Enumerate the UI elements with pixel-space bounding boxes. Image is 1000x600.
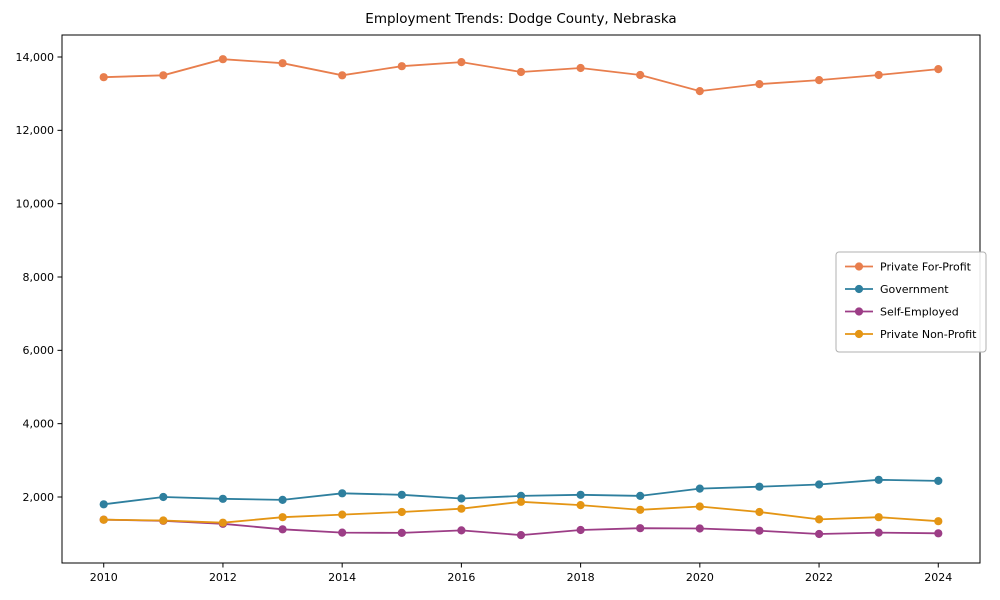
series-marker [338, 489, 347, 498]
series-marker [576, 525, 585, 535]
series-marker [516, 531, 526, 540]
y-tick-label: 4,000 [23, 417, 55, 430]
y-tick-label: 8,000 [23, 271, 55, 284]
series-marker [874, 475, 883, 484]
plot-area: 2,000 4,000 6,000 8,000 10,000 12,000 14,000 20… [16, 34, 981, 584]
series-marker [636, 524, 645, 533]
series-marker [278, 59, 287, 68]
legend-label: Government [880, 283, 949, 296]
series-marker [815, 76, 824, 85]
series-marker [338, 528, 347, 537]
series-marker [159, 492, 168, 502]
x-tick-label: 2014 [328, 571, 356, 584]
series-marker [457, 504, 466, 513]
series-marker [159, 71, 168, 80]
series-marker [934, 529, 943, 538]
series-marker [99, 515, 108, 524]
series-marker [874, 513, 883, 522]
series-marker [755, 80, 764, 89]
series-marker [397, 528, 406, 538]
x-tick-label: 2016 [447, 571, 475, 584]
x-tick-label: 2020 [686, 571, 714, 584]
series-marker [695, 484, 704, 493]
series-marker [934, 517, 943, 526]
y-tick-label: 14,000 [16, 51, 55, 64]
series-marker [397, 490, 406, 499]
series-marker [636, 491, 645, 500]
series-marker [218, 494, 227, 503]
legend-label: Self-Employed [880, 305, 959, 318]
series-marker [695, 502, 704, 511]
series-marker [755, 526, 764, 535]
series-marker [338, 71, 347, 80]
series-marker [516, 491, 526, 500]
legend-marker-sample [854, 262, 864, 271]
series-marker [516, 67, 526, 77]
series-marker [338, 510, 347, 519]
series-marker [874, 528, 883, 537]
series-marker [99, 500, 108, 509]
series-marker [397, 62, 406, 71]
series-marker [695, 524, 704, 533]
legend-marker-sample [854, 329, 864, 339]
x-tick-label: 2022 [805, 571, 833, 584]
series-marker [516, 497, 526, 506]
series-marker [636, 505, 645, 514]
legend: Private For-Profit Government Self-Employe… [835, 251, 987, 353]
series-marker [755, 482, 764, 491]
series-marker [218, 518, 227, 527]
series-marker [815, 480, 824, 489]
x-tick-label: 2018 [567, 571, 595, 584]
series-marker [874, 70, 883, 80]
series-marker [397, 507, 406, 517]
series-marker [278, 495, 287, 504]
x-tick-label: 2010 [90, 571, 118, 584]
series-marker [278, 513, 287, 522]
series-marker [457, 526, 466, 535]
series-marker [815, 515, 824, 524]
series-marker [815, 529, 824, 539]
series-marker [934, 476, 943, 485]
series-marker [159, 516, 168, 525]
series-marker [278, 525, 287, 534]
series-marker [457, 494, 466, 503]
chart-title: Employment Trends: Dodge County, Nebrask… [365, 11, 676, 27]
legend-label: Private For-Profit [880, 260, 972, 273]
series-marker [457, 58, 466, 67]
series-marker [99, 73, 108, 82]
series-marker [576, 501, 585, 510]
y-tick-label: 2,000 [23, 491, 55, 504]
series-marker [218, 55, 227, 64]
y-tick-label: 10,000 [16, 197, 55, 210]
x-tick-label: 2012 [209, 571, 237, 584]
y-tick-label: 12,000 [16, 124, 55, 137]
series-marker [636, 70, 645, 80]
series-marker [576, 490, 585, 499]
series-marker [934, 65, 943, 74]
series-marker [695, 87, 704, 96]
x-tick-label: 2024 [924, 571, 952, 584]
legend-label: Private Non-Profit [880, 328, 977, 341]
series-marker [755, 507, 764, 517]
y-tick-label: 6,000 [23, 344, 55, 357]
series-marker [576, 63, 585, 73]
legend-marker-sample [854, 284, 864, 294]
legend-box [835, 251, 987, 353]
legend-marker-sample [854, 307, 864, 316]
